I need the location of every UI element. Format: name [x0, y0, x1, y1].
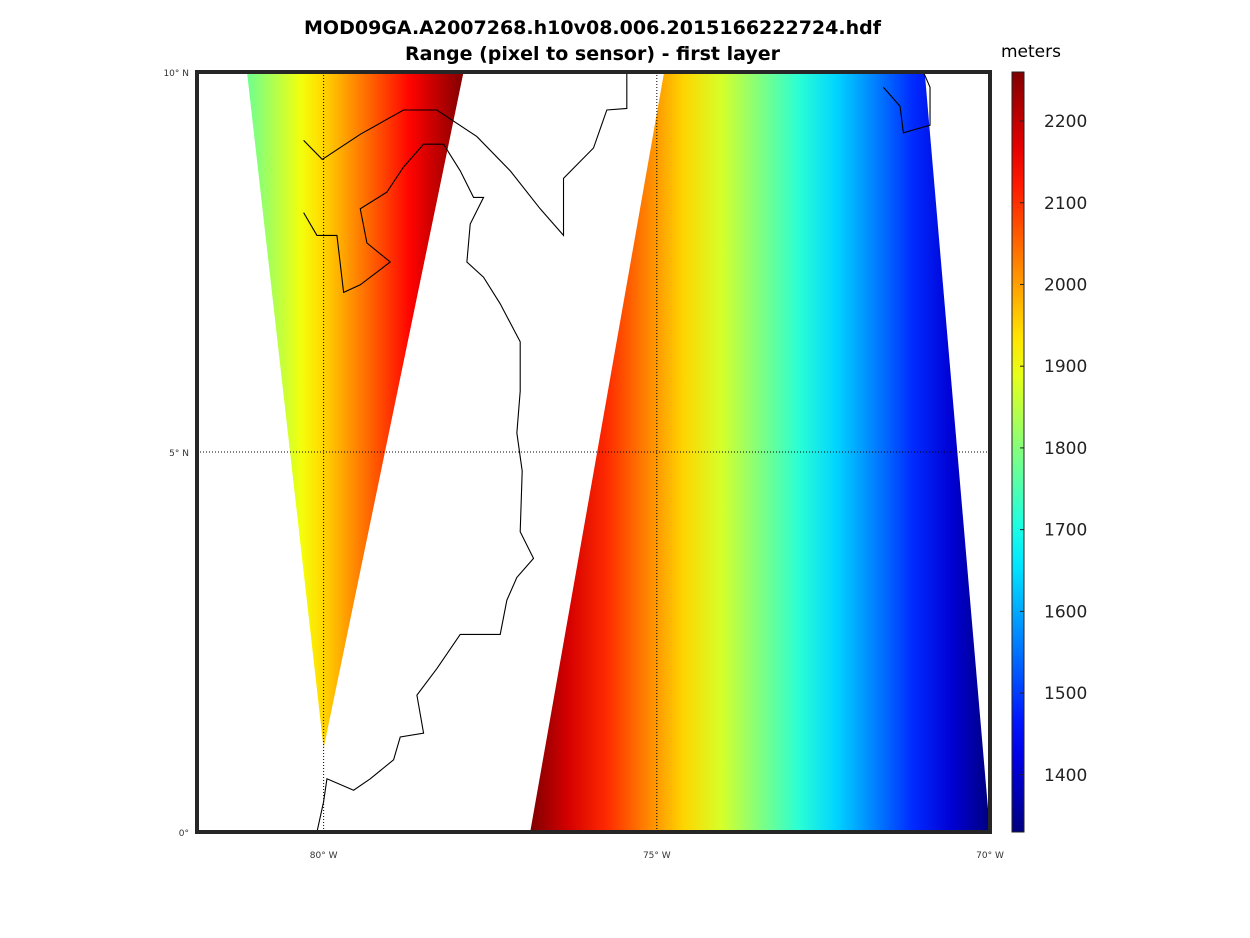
coastlines [303, 72, 931, 832]
graticule [197, 72, 990, 832]
colorbar-tick-label: 2000 [1044, 275, 1087, 295]
lon-tick-label: 70° W [976, 851, 1004, 861]
colorbar-unit-label: meters [1001, 42, 1061, 62]
lat-tick-label: 5° N [169, 449, 189, 459]
coastline [303, 72, 628, 237]
chart-subtitle: Range (pixel to sensor) - first layer [405, 43, 780, 65]
lat-tick-label: 10° N [163, 69, 189, 79]
swath-layer [246, 72, 990, 832]
colorbar-tick-label: 1400 [1044, 766, 1087, 786]
lon-tick-label: 75° W [643, 851, 671, 861]
colorbar-tick-label: 1900 [1044, 357, 1087, 377]
colorbar-tick-label: 1800 [1044, 439, 1087, 459]
lat-tick-label: 0° [179, 829, 189, 839]
coastline [882, 72, 931, 134]
colorbar: 1400 1500 1600 1700 1800 1900 2000 2100 2200 [1011, 71, 1087, 833]
colorbar-tick-label: 1600 [1044, 602, 1087, 622]
west-swath [246, 72, 464, 749]
coastline [303, 143, 535, 832]
colorbar-tick-label: 2100 [1044, 194, 1087, 214]
chart-title: MOD09GA.A2007268.h10v08.006.201516622272… [304, 17, 881, 39]
colorbar-tick-label: 1700 [1044, 521, 1087, 541]
colorbar-tick-label: 1500 [1044, 684, 1087, 704]
colorbar-tick-label: 2200 [1044, 112, 1087, 132]
colorbar-gradient [1011, 71, 1025, 833]
lon-tick-label: 80° W [310, 851, 338, 861]
map-frame [195, 70, 992, 834]
east-swath [530, 72, 990, 832]
map-tick-labels: 80° W 75° W 70° W 0° 5° N 10° N [163, 69, 1004, 861]
